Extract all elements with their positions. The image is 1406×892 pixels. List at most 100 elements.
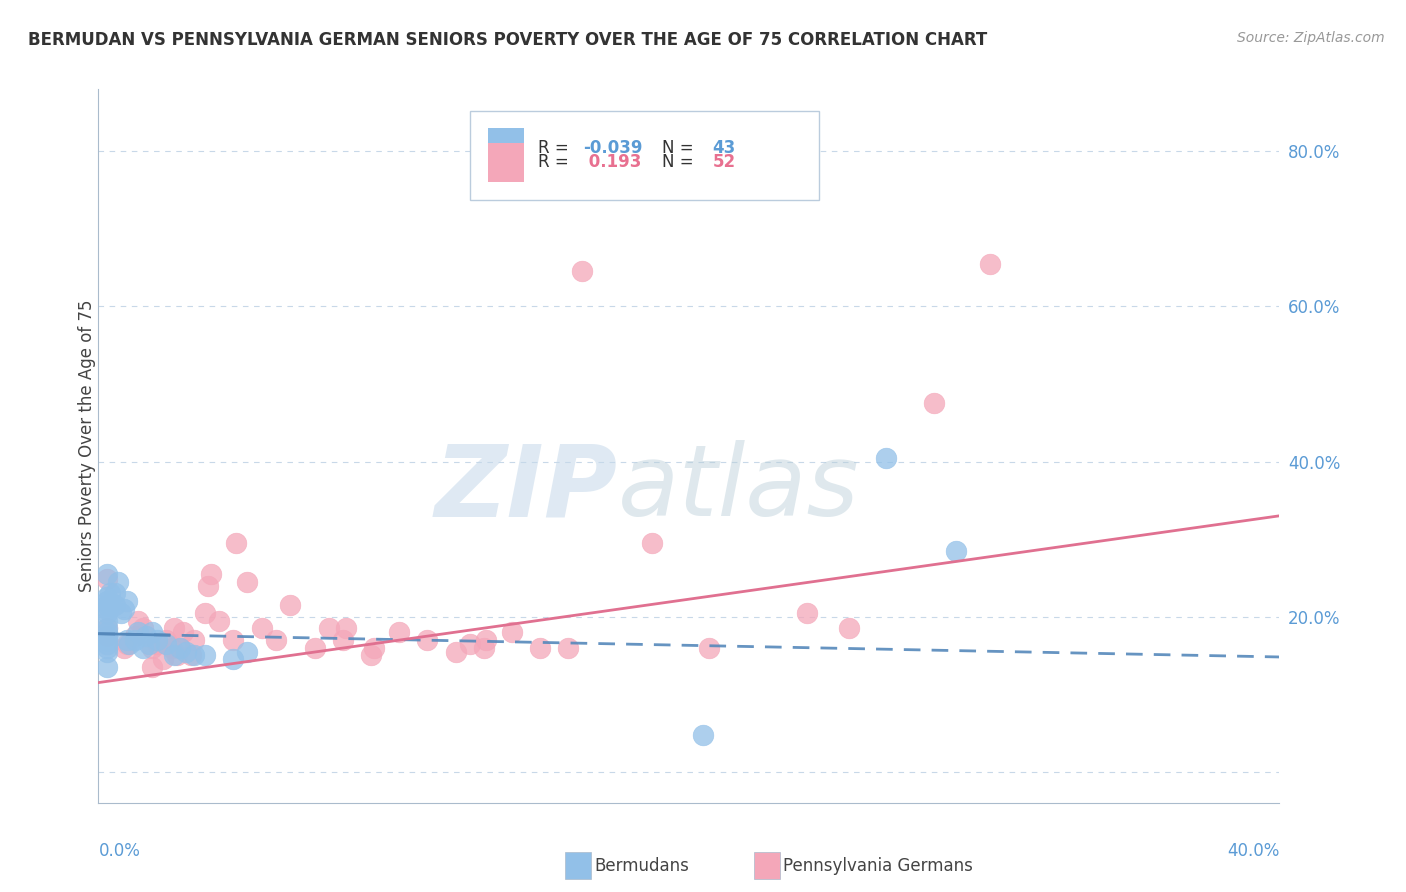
Point (571, 264, 593, 278)
Point (96, 632, 118, 647)
Point (250, 621, 273, 635)
Point (146, 632, 169, 647)
Point (96, 629, 118, 643)
Point (236, 644, 259, 658)
Bar (488, 143, 523, 182)
Bar (565, 852, 591, 880)
Point (104, 598, 127, 612)
Point (146, 637, 169, 651)
Point (318, 621, 340, 635)
Point (922, 396, 945, 410)
Point (115, 594, 138, 608)
Point (222, 632, 245, 647)
Point (416, 632, 439, 647)
Point (141, 625, 163, 640)
Text: ZIP: ZIP (434, 441, 619, 537)
Point (96, 625, 118, 640)
Point (98, 598, 121, 612)
Point (96, 606, 118, 620)
Point (169, 640, 191, 655)
Point (472, 640, 495, 655)
Point (96, 566, 118, 581)
Point (335, 621, 357, 635)
Point (112, 602, 135, 616)
Point (278, 598, 301, 612)
Point (225, 536, 247, 550)
Point (174, 644, 197, 658)
Point (197, 579, 219, 593)
Point (838, 621, 860, 635)
Text: 0.193: 0.193 (582, 153, 641, 171)
Point (200, 566, 222, 581)
Text: 43: 43 (713, 139, 735, 157)
Point (163, 648, 186, 663)
Text: -0.039: -0.039 (582, 139, 643, 157)
Text: N =: N = (662, 153, 699, 171)
Point (444, 644, 467, 658)
Text: R =: R = (537, 139, 574, 157)
Point (112, 640, 135, 655)
Text: 0.0%: 0.0% (98, 842, 141, 860)
Point (132, 640, 155, 655)
Point (115, 632, 138, 647)
Point (236, 574, 259, 589)
Point (264, 632, 287, 647)
Point (135, 629, 157, 643)
Y-axis label: Seniors Poverty Over the Age of 75: Seniors Poverty Over the Age of 75 (79, 300, 96, 592)
Point (96, 614, 118, 628)
Point (183, 648, 205, 663)
Point (124, 632, 146, 647)
Point (96, 644, 118, 658)
Point (127, 625, 149, 640)
Point (172, 625, 194, 640)
Point (194, 648, 217, 663)
Point (107, 574, 129, 589)
FancyBboxPatch shape (471, 111, 818, 200)
Point (360, 648, 382, 663)
Point (152, 652, 174, 666)
Point (118, 637, 141, 651)
Point (529, 640, 551, 655)
Point (96, 629, 118, 643)
Point (169, 640, 191, 655)
Point (155, 632, 177, 647)
Text: 52: 52 (713, 153, 735, 171)
Point (138, 637, 160, 651)
Point (875, 450, 897, 465)
Point (96, 594, 118, 608)
Point (692, 727, 714, 741)
Point (194, 606, 217, 620)
Point (945, 543, 967, 558)
Point (979, 257, 1001, 271)
Point (557, 640, 579, 655)
Point (96, 598, 118, 612)
Point (388, 625, 411, 640)
Point (458, 637, 481, 651)
Text: atlas: atlas (619, 441, 859, 537)
Point (96, 637, 118, 651)
Point (332, 632, 354, 647)
Point (104, 586, 127, 600)
Point (222, 652, 245, 666)
Point (155, 637, 177, 651)
Point (110, 606, 132, 620)
Point (501, 625, 523, 640)
Text: Bermudans: Bermudans (595, 856, 689, 874)
Point (124, 629, 146, 643)
Point (98, 586, 121, 600)
Text: R =: R = (537, 153, 574, 171)
Point (166, 648, 188, 663)
Point (304, 640, 326, 655)
Point (475, 632, 498, 647)
Text: N =: N = (662, 139, 699, 157)
Point (96, 621, 118, 635)
Point (115, 637, 138, 651)
Point (163, 621, 186, 635)
Text: 40.0%: 40.0% (1227, 842, 1279, 860)
Point (796, 606, 818, 620)
Point (96, 640, 118, 655)
Point (96, 602, 118, 616)
Point (183, 632, 205, 647)
Text: Pennsylvania Germans: Pennsylvania Germans (783, 856, 973, 874)
Point (132, 621, 155, 635)
